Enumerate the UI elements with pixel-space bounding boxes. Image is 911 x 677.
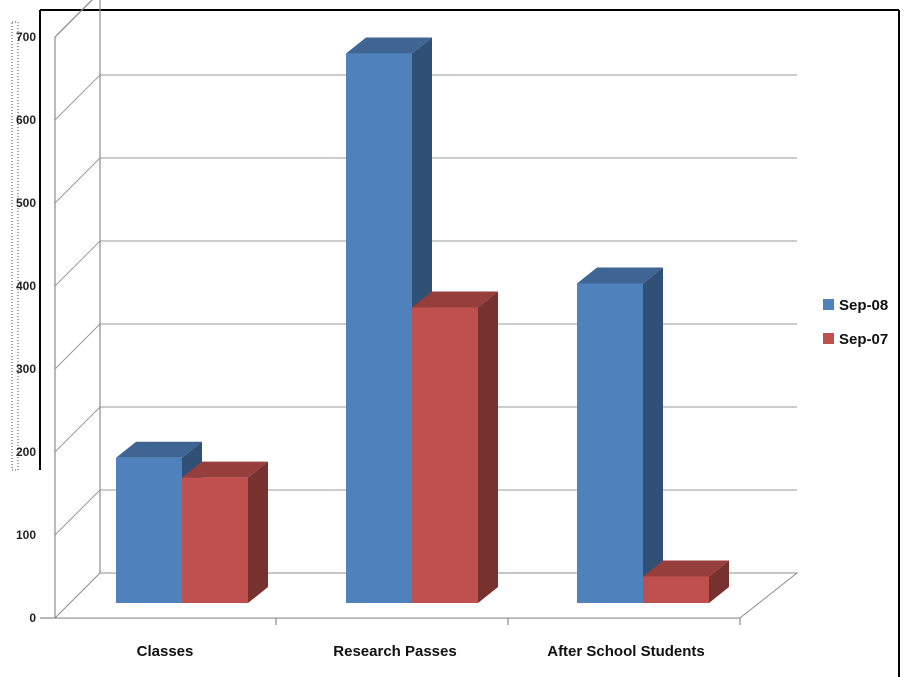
bar-side-face [248,461,268,603]
category-label: Classes [137,643,194,660]
y-tick-label: 200 [16,445,36,459]
bar-top-face [116,441,202,458]
top-wall-edge [54,0,93,38]
bar-top-face [182,461,268,478]
bar-top-face [346,37,432,54]
bars [116,37,729,604]
category-label: Research Passes [333,643,456,660]
bar-top-face [577,267,663,284]
bar-front-face [182,477,248,603]
bar-front-face [346,53,412,604]
legend-swatch [823,299,834,310]
y-tick-label: 400 [16,279,36,293]
legend: Sep-08 Sep-07 [823,297,888,348]
bar-front-face [643,576,709,603]
y-tick-label: 500 [16,196,36,210]
legend-label: Sep-07 [839,331,888,348]
x-axis-categories: Classes Research Passes After School Stude… [137,643,705,660]
y-tick-label: 300 [16,362,36,376]
bar-sep-07-after-school-students [643,560,729,603]
y-tick-label: 0 [29,611,36,625]
bar-sep-07-classes [182,461,268,603]
y-tick-label: 600 [16,113,36,127]
bar-top-face [412,291,498,308]
y-axis-ticks: 0 100 200 300 400 500 600 700 [16,30,36,625]
bar-sep-08-after-school-students [577,267,663,603]
y-tick-label: 700 [16,30,36,44]
dotted-selection-box [11,21,19,471]
bar-front-face [577,283,643,603]
legend-label: Sep-08 [839,297,888,314]
bar-front-face [412,307,478,603]
bar-top-face [643,560,729,577]
bar-side-face [478,291,498,603]
legend-swatch [823,333,834,344]
bar-side-face [643,267,663,603]
bar-front-face [116,457,182,603]
gridline [54,0,93,38]
bar-side-face [709,560,729,603]
y-tick-label: 100 [16,528,36,542]
category-label: After School Students [547,643,705,660]
bar-sep-07-research-passes [412,291,498,603]
